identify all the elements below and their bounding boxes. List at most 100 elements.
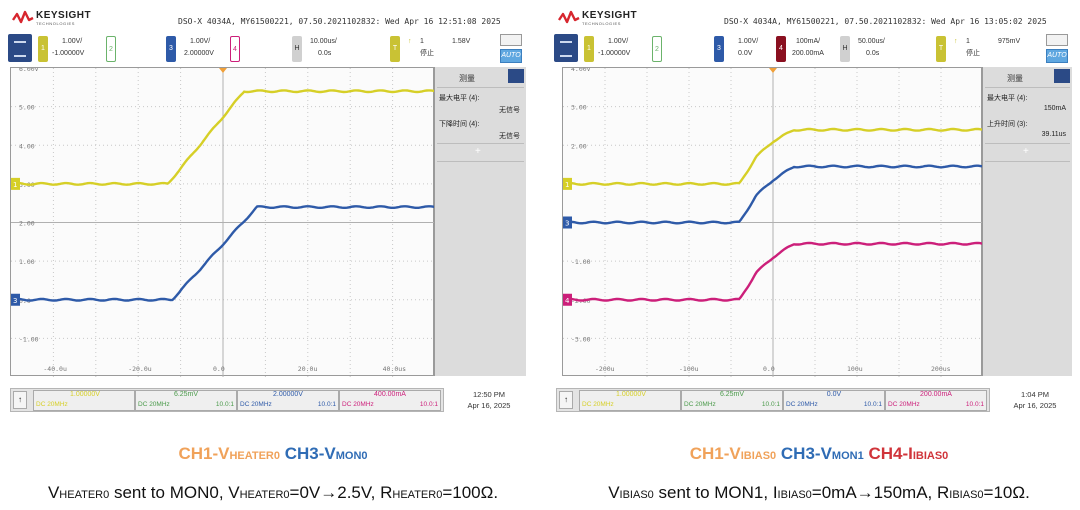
series-ch1-line: [562, 127, 984, 186]
y-tick-label: 5.00: [19, 104, 35, 112]
t-chan: 1: [420, 38, 424, 45]
ch1-control[interactable]: 1 1.00V/ -1.00000V: [584, 34, 656, 64]
brand-name: KEYSIGHT: [582, 10, 638, 21]
brand-name: KEYSIGHT: [36, 10, 92, 21]
ch1-offset: -1.00000V: [52, 50, 85, 57]
keysight-logo: KEYSIGHT TECHNOLOGIES: [558, 8, 658, 32]
h-delay: 0.0s: [866, 50, 880, 57]
ch2-badge: 2: [652, 36, 662, 62]
menu-icon[interactable]: [554, 34, 578, 62]
ch3-status[interactable]: 0.0V DC 20MHz 10.0:1: [783, 390, 885, 411]
divider: [437, 87, 524, 88]
x-tick-label: 20.0u: [298, 365, 318, 373]
ch2-status-cpl: DC 20MHz: [684, 401, 716, 408]
description-caption: VHEATER0 sent to MON0, VHEATER0=0V→2.5V,…: [8, 483, 538, 503]
channel-caption: CH1-VIBIAS0 CH3-VMON1 CH4-IIBIAS0: [554, 444, 1080, 464]
y-tick-label: -1.00: [571, 258, 591, 266]
x-tick-label: -100u: [679, 365, 699, 373]
horizontal-control[interactable]: H 10.00us/ 0.0s: [292, 34, 350, 64]
channel-marker: [11, 177, 20, 190]
measure-row-label: 最大电平 (4):: [987, 95, 1028, 102]
desc-sub: HEATER0: [239, 489, 290, 501]
channel-marker: [563, 177, 572, 190]
t-level: 1.58V: [452, 38, 471, 45]
measure-row-label: 上升时间 (3):: [987, 121, 1028, 128]
y-tick-label: -3.00: [571, 335, 591, 343]
save-button[interactable]: [1046, 34, 1068, 46]
divider: [437, 143, 524, 144]
x-tick-label: 200us: [931, 365, 951, 373]
ch4-badge: 4: [230, 36, 240, 62]
h-scale: 50.00us/: [858, 38, 885, 45]
desc-text: V: [608, 483, 620, 502]
menu-icon[interactable]: [8, 34, 32, 62]
desc-text: =0mA→150mA, R: [811, 483, 950, 502]
scope-panel-right: KEYSIGHT TECHNOLOGIES DSO-X 4034A, MY615…: [554, 0, 1080, 510]
keysight-wave-icon: [12, 10, 34, 24]
ch2-control[interactable]: 2: [106, 34, 120, 64]
measure-row-value: 150mA: [1043, 105, 1066, 112]
ch3-status[interactable]: 2.00000V DC 20MHz 10.0:1: [237, 390, 339, 411]
close-icon[interactable]: [1054, 69, 1070, 83]
ch4-status-prb: 10.0:1: [419, 401, 438, 408]
channel-marker-label: 1: [13, 181, 17, 189]
series-ch3-line: [562, 164, 984, 225]
save-button[interactable]: [500, 34, 522, 46]
brand-sub: TECHNOLOGIES: [582, 21, 621, 26]
waveform-display[interactable]: 4.00V 3.00 2.00 -1.00 -2.00 -3.00 -200u -100u 0.…: [562, 65, 984, 377]
t-level: 975mV: [998, 38, 1021, 45]
ch4-scale: 100mA/: [796, 38, 821, 45]
ch1-control[interactable]: 1 1.00V/ -1.00000V: [38, 34, 110, 64]
caption-ch3-sub: MON1: [831, 450, 864, 462]
ch2-badge: 2: [106, 36, 116, 62]
ch1-offset: -1.00000V: [598, 50, 631, 57]
arrow-up-icon[interactable]: ↑: [559, 391, 573, 409]
desc-text: sent to MON0, V: [109, 483, 240, 502]
trigger-control[interactable]: T ↑ 1 1.58V 停止: [390, 34, 480, 64]
ch2-status[interactable]: 6.25mV DC 20MHz 10.0:1: [135, 390, 237, 411]
auto-scale-button[interactable]: AUTO: [500, 49, 522, 63]
close-icon[interactable]: [508, 69, 524, 83]
ch4-status[interactable]: 200.00mA DC 20MHz 10.0:1: [885, 390, 987, 411]
caption-ch3-sub: MON0: [335, 450, 368, 462]
ch1-badge: 1: [38, 36, 48, 62]
arrow-up-icon[interactable]: ↑: [13, 391, 27, 409]
trigger-control[interactable]: T ↑ 1 975mV 停止: [936, 34, 1032, 64]
ch1-status[interactable]: 1.00000V DC 20MHz: [33, 390, 135, 411]
ch4-status-value: 400.00mA: [374, 391, 406, 398]
ch3-offset: 0.0V: [738, 50, 753, 57]
x-tick-label: 0.0: [763, 365, 775, 373]
auto-scale-button[interactable]: AUTO: [1046, 49, 1068, 63]
ch2-control[interactable]: 2: [652, 34, 666, 64]
ch4-control[interactable]: 4 100mA/ 200.00mA: [776, 34, 842, 64]
ch3-control[interactable]: 3 1.00V/ 0.0V: [714, 34, 774, 64]
ch2-status-value: 6.25mV: [173, 391, 199, 398]
caption-ch1-text: CH1-V: [689, 444, 741, 463]
ch3-control[interactable]: 3 1.00V/ 2.00000V: [166, 34, 236, 64]
ch3-status-value: 0.0V: [826, 391, 842, 398]
y-tick-label: 2.00: [19, 220, 35, 228]
ch4-control[interactable]: 4: [230, 34, 244, 64]
h-badge: H: [840, 36, 850, 62]
y-tick-label: 1.00: [19, 258, 35, 266]
desc-sub: IBIAS0: [949, 489, 984, 501]
ch1-status[interactable]: 1.00000V DC 20MHz: [579, 390, 681, 411]
ch1-scale: 1.00V/: [608, 38, 629, 45]
add-measurement-icon[interactable]: +: [1023, 146, 1029, 157]
ch2-status[interactable]: 6.25mV DC 20MHz 10.0:1: [681, 390, 783, 411]
trigger-position-marker: [769, 68, 777, 73]
measure-title: 测量: [1007, 74, 1023, 83]
ch4-status-value: 200.00mA: [920, 391, 952, 398]
caption-ch4-sub: IBIAS0: [912, 450, 949, 462]
t-chan: 1: [966, 38, 970, 45]
waveform-display[interactable]: 6.00V 5.00 4.00 3.00 2.00 1.00 0.0 -1.00 -40.0u -…: [10, 65, 436, 377]
ch3-scale: 1.00V/: [738, 38, 759, 45]
horizontal-control[interactable]: H 50.00us/ 0.0s: [840, 34, 898, 64]
ch1-status-cpl: DC 20MHz: [582, 401, 614, 408]
channel-status-bar: ↑ 1.00000V DC 20MHz 6.25mV DC 20MHz 10.0…: [556, 388, 990, 412]
add-measurement-icon[interactable]: +: [475, 146, 481, 157]
measure-row-value: 无信号: [499, 133, 520, 140]
ch4-status[interactable]: 400.00mA DC 20MHz 10.0:1: [339, 390, 441, 411]
h-scale: 10.00us/: [310, 38, 337, 45]
ch4-status-prb: 10.0:1: [965, 401, 984, 408]
